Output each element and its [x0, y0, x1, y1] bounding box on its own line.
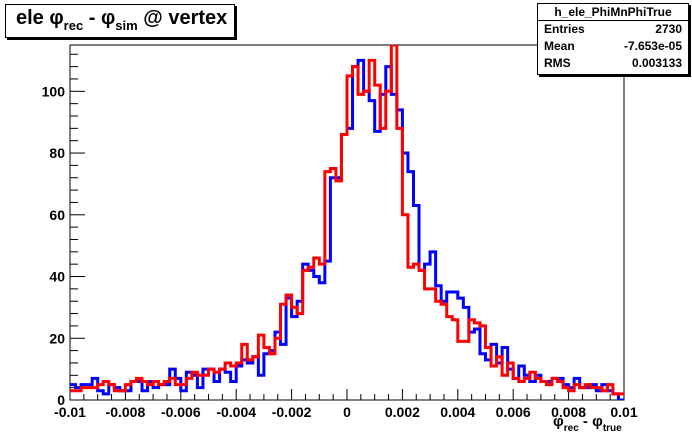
- title-minus: -: [83, 7, 101, 29]
- xtitle-phi-rec: φ: [553, 413, 564, 430]
- xtitle-true-subscript: true: [602, 423, 622, 434]
- y-tick-label: 20: [49, 330, 65, 346]
- x-tick-label: -0.006: [161, 404, 201, 420]
- stats-label: Mean: [544, 39, 575, 53]
- xtitle-rec-subscript: rec: [563, 423, 579, 434]
- stats-label: RMS: [544, 56, 571, 70]
- x-tick-label: 0.004: [440, 404, 475, 420]
- x-tick-label: -0.004: [216, 404, 256, 420]
- histogram-red-line: [70, 45, 624, 396]
- xtitle-phi-true: φ: [592, 413, 603, 430]
- stats-value: 2730: [655, 22, 682, 36]
- title-phi-rec: φ: [49, 7, 64, 29]
- x-tick-label: 0: [343, 404, 351, 420]
- stats-box: h_ele_PhiMnPhiTrue Entries 2730 Mean -7.…: [537, 3, 689, 75]
- stats-value: 0.003133: [631, 56, 682, 70]
- stats-value: -7.653e-05: [623, 39, 682, 53]
- title-rec-subscript: rec: [63, 18, 84, 33]
- x-axis-title: φrec - φtrue: [553, 413, 633, 441]
- title-suffix: @ vertex: [137, 7, 228, 29]
- x-tick-label: 0.002: [385, 404, 420, 420]
- x-tick-label: -0.008: [106, 404, 146, 420]
- y-tick-label: 60: [49, 207, 65, 223]
- stats-row: Mean -7.653e-05: [538, 38, 688, 55]
- title-phi-sim: φ: [100, 7, 116, 29]
- y-tick-label: 80: [49, 145, 65, 161]
- x-tick-label: 0.006: [496, 404, 531, 420]
- stats-label: Entries: [544, 22, 585, 36]
- x-tick-label: 0.008: [551, 404, 586, 420]
- y-axis: 0 20 40 60 80 100: [42, 53, 85, 408]
- x-tick-label: -0.002: [272, 404, 312, 420]
- y-tick-label: 100: [42, 83, 66, 99]
- stats-histogram-name: h_ele_PhiMnPhiTrue: [538, 4, 688, 21]
- histogram-blue-line: [70, 58, 624, 400]
- chart-title: ele φrec - φsim @ vertex: [5, 4, 235, 38]
- stats-row: Entries 2730: [538, 21, 688, 38]
- xtitle-minus: -: [578, 413, 593, 430]
- x-tick-label: 0.01: [610, 404, 637, 420]
- title-prefix: ele: [16, 7, 50, 29]
- x-axis: -0.01 -0.008 -0.006 -0.004 -0.002 0 0.002 0.004…: [54, 389, 638, 420]
- title-sim-subscript: sim: [115, 18, 138, 33]
- y-tick-label: 0: [57, 392, 65, 408]
- stats-row: RMS 0.003133: [538, 55, 688, 72]
- plot-area: [70, 45, 624, 400]
- y-tick-label: 40: [49, 269, 65, 285]
- x-tick-label: -0.01: [54, 404, 86, 420]
